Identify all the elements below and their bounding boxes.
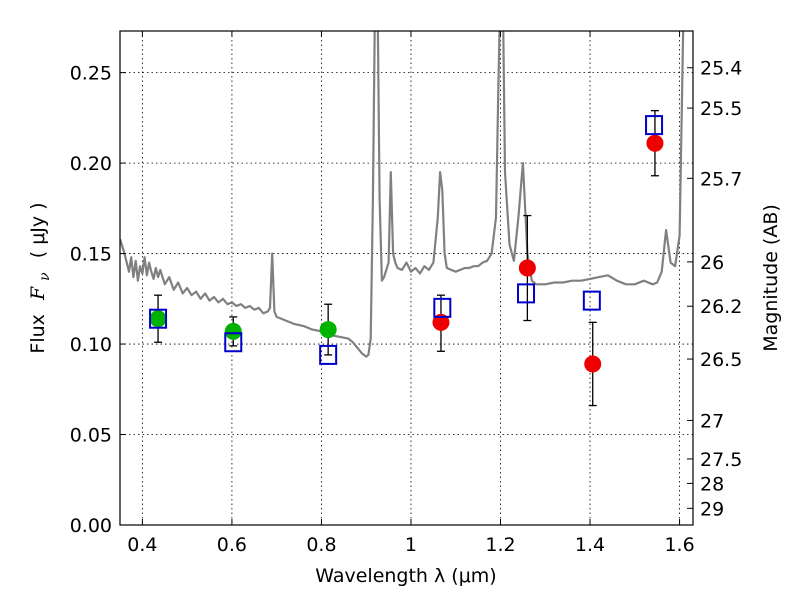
y-tick-label: 0.20 (70, 153, 112, 175)
y2-tick-label: 27.5 (700, 449, 742, 471)
data-point-circle (149, 310, 167, 328)
model-point-square (224, 332, 243, 353)
data-point-circle (518, 259, 536, 277)
y2-tick-label: 25.4 (700, 58, 742, 80)
x-tick-label: 0.4 (127, 534, 157, 556)
spectrum-line (120, 31, 685, 358)
errorbar-layer (154, 109, 659, 407)
model-point-square (645, 115, 664, 136)
plot-frame (119, 30, 694, 526)
y-tick-label: 0.10 (70, 334, 112, 356)
y2-tick-label: 25.5 (700, 98, 742, 120)
y-axis-label-subscript: ν (37, 272, 53, 281)
data-point-circle (646, 134, 664, 152)
model-point-square (319, 344, 338, 365)
model-point-square (433, 297, 452, 318)
x-tick-label: 1.2 (485, 534, 515, 556)
y2-tick-label: 26 (700, 252, 724, 274)
model-point-square (582, 290, 601, 311)
x-axis-label: Wavelength λ (μm) (315, 565, 496, 587)
y-axis-label-symbol: F (27, 286, 49, 301)
x-tick-label: 1 (405, 534, 417, 556)
y2-tick-label: 27 (700, 410, 724, 432)
x-tick-label: 0.6 (217, 534, 247, 556)
y2-tick-label: 25.7 (700, 168, 742, 190)
y-axis-label-unit: ( μJy ) (27, 202, 49, 258)
model-point-square (517, 283, 536, 304)
y2-axis-label: Magnitude (AB) (760, 204, 782, 352)
y-axis-label: Flux F ν ( μJy ) (27, 202, 54, 353)
ticks-layer: 0.4 0.6 0.8 1 1.2 1.4 1.6 0.00 0.05 0.10 0.15 0.20 0… (70, 31, 742, 556)
y2-tick-label: 26.2 (700, 296, 742, 318)
data-point-circle (224, 322, 242, 340)
y-tick-label: 0.00 (70, 515, 112, 537)
y2-tick-label: 28 (700, 473, 724, 495)
x-tick-label: 1.6 (664, 534, 694, 556)
svg-text:Flux F ν ( μ: Flux F ν ( μJy ) (27, 202, 54, 353)
spectrum-layer (120, 31, 685, 358)
data-point-circle (432, 313, 450, 331)
data-point-circle (319, 321, 337, 339)
grid (120, 31, 693, 525)
y-tick-label: 0.05 (70, 425, 112, 447)
y2-tick-label: 29 (700, 498, 724, 520)
data-point-circle (584, 355, 602, 373)
x-tick-label: 1.4 (575, 534, 605, 556)
y-tick-label: 0.25 (70, 63, 112, 85)
model-point-square (149, 308, 168, 329)
x-tick-label: 0.8 (306, 534, 336, 556)
y-axis-label-text: Flux (27, 314, 49, 354)
y2-tick-label: 26.5 (700, 349, 742, 371)
marker-layer (149, 115, 664, 373)
y-tick-label: 0.15 (70, 244, 112, 266)
